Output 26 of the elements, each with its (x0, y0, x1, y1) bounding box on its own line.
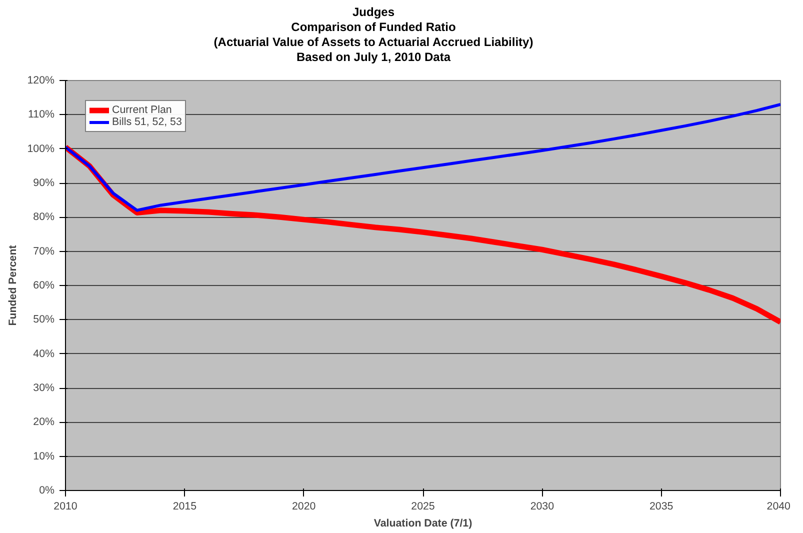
x-tick-label: 2010 (54, 500, 78, 512)
y-tick-label: 100% (27, 142, 56, 155)
line-series (66, 102, 780, 212)
y-tick-label: 120% (27, 74, 56, 86)
x-tick-label: 2025 (411, 500, 435, 512)
y-tick-label: 30% (33, 382, 56, 394)
x-axis-title: Valuation Date (7/1) (374, 518, 473, 530)
y-axis-title: Funded Percent (7, 244, 20, 326)
y-tick-label: 70% (33, 245, 56, 258)
y-tick-label: 20% (33, 416, 56, 428)
legend-label: Bills 51, 52, 53 (112, 116, 182, 128)
y-tick-label: 110% (28, 108, 56, 121)
legend-label: Current Plan (112, 104, 172, 116)
x-tick-label: 2040 (766, 500, 791, 512)
x-tick-label: 2035 (649, 500, 674, 512)
x-tick-label: 2030 (530, 500, 554, 512)
y-tick-label: 0% (39, 484, 56, 496)
chart-title: Judges Comparison of Funded Ratio (Actuarial Value of Assets to Actuarial Accrued Liability) Based on July 1, 2010 Data (214, 5, 534, 65)
x-tick-label: 2015 (172, 500, 197, 512)
y-tick-label: 90% (33, 177, 56, 189)
x-tick-label: 2020 (292, 500, 316, 512)
y-tick-label: 50% (33, 314, 56, 326)
y-tick-label: 40% (33, 348, 56, 360)
y-tick-label: 10% (33, 450, 56, 462)
y-tick-label: 80% (33, 211, 56, 224)
y-tick-label: 60% (33, 280, 56, 292)
